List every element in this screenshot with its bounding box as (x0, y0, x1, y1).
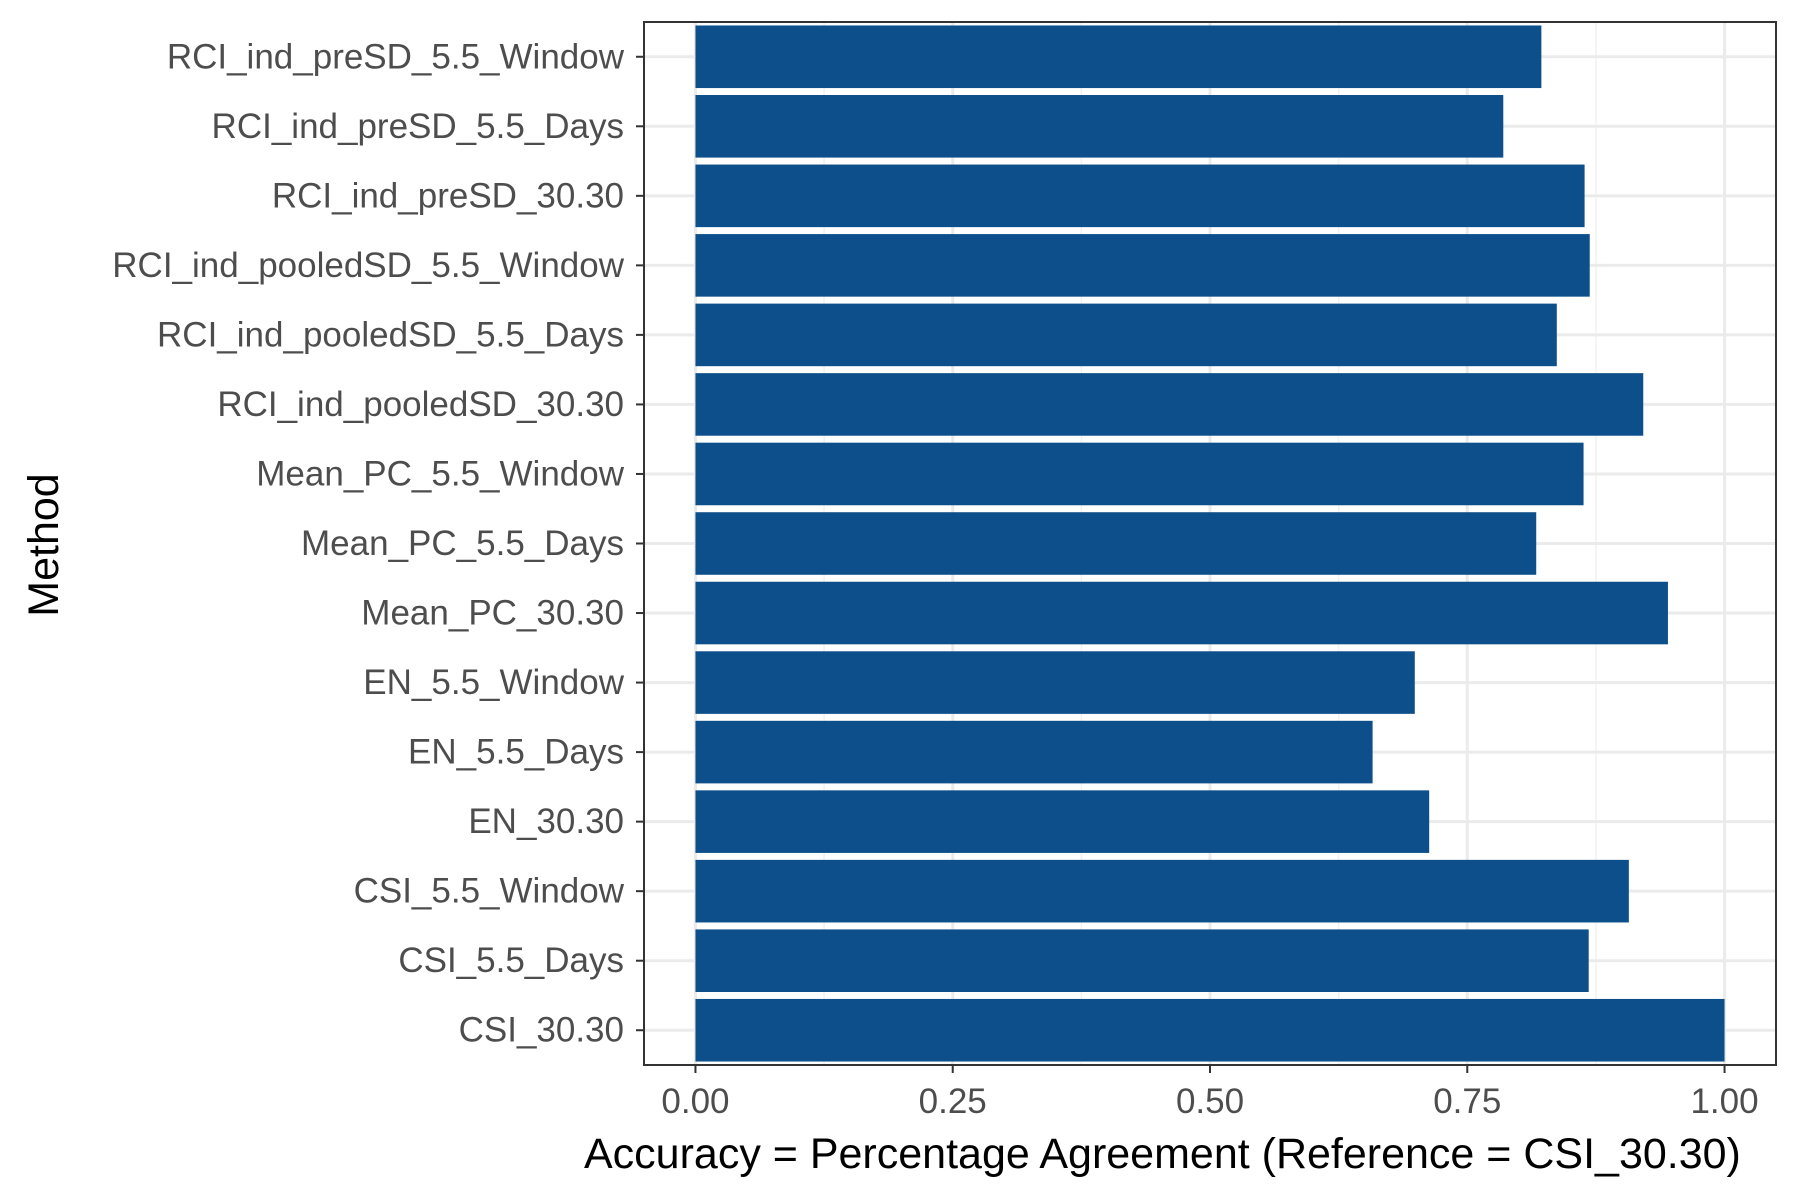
bar (695, 720, 1373, 784)
bar (695, 373, 1644, 436)
y-tick-label: RCI_ind_pooledSD_30.30 (217, 385, 624, 424)
bar (695, 442, 1584, 506)
x-tick-label: 0.75 (1433, 1082, 1501, 1121)
y-tick-label: RCI_ind_preSD_5.5_Window (167, 37, 625, 76)
bar (695, 581, 1668, 645)
bar (695, 790, 1430, 853)
x-axis-title: Accuracy = Percentage Agreement (Referen… (584, 1130, 1741, 1178)
y-tick-label: EN_30.30 (468, 802, 624, 841)
x-axis: 0.00 0.25 0.50 0.75 1.00 (661, 1065, 1759, 1121)
bar (695, 859, 1629, 923)
y-tick-label: RCI_ind_pooledSD_5.5_Days (157, 315, 624, 354)
x-tick-label: 0.25 (919, 1082, 987, 1121)
y-axis-title: Method (20, 473, 68, 616)
y-tick-label: CSI_5.5_Window (354, 872, 625, 911)
bar (695, 998, 1725, 1062)
y-tick-label: RCI_ind_preSD_30.30 (272, 176, 624, 215)
y-axis: RCI_ind_preSD_5.5_Window RCI_ind_preSD_5.… (112, 37, 644, 1050)
y-tick-label: Mean_PC_5.5_Days (301, 524, 624, 563)
y-tick-label: CSI_30.30 (459, 1011, 624, 1050)
y-tick-label: CSI_5.5_Days (398, 941, 624, 980)
bar (695, 929, 1589, 992)
x-tick-label: 0.50 (1176, 1082, 1244, 1121)
bar (695, 95, 1504, 158)
x-tick-label: 0.00 (661, 1082, 729, 1121)
bar (695, 651, 1415, 714)
bar (695, 303, 1557, 367)
y-tick-label: RCI_ind_pooledSD_5.5_Window (112, 246, 624, 285)
bar (695, 164, 1585, 228)
bar (695, 512, 1537, 575)
bars (695, 25, 1725, 1062)
x-tick-label: 1.00 (1690, 1082, 1758, 1121)
y-tick-label: RCI_ind_preSD_5.5_Days (212, 107, 624, 146)
y-tick-label: EN_5.5_Days (408, 733, 624, 772)
y-tick-label: Mean_PC_5.5_Window (256, 454, 624, 493)
bar (695, 25, 1542, 89)
y-tick-label: EN_5.5_Window (363, 663, 624, 702)
y-tick-label: Mean_PC_30.30 (361, 594, 624, 633)
bar (695, 234, 1590, 297)
